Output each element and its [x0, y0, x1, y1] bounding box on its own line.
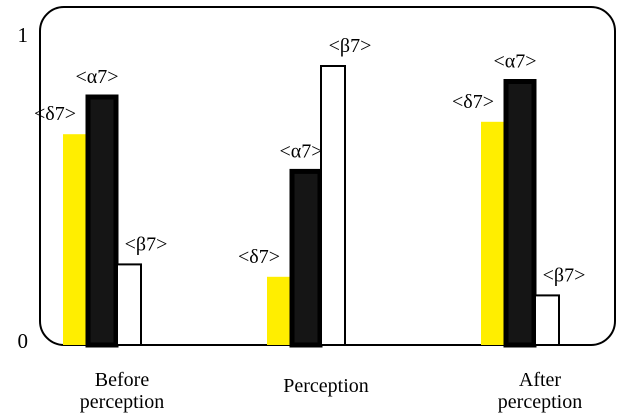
- bars-group: <δ7> <δ7> <δ7> <α7> <α7> <α7> <β7> <β7> <β7>: [34, 35, 586, 348]
- bar-beta7-1: [116, 263, 142, 346]
- bar-label: <β7>: [125, 233, 168, 255]
- bar-label: <α7>: [279, 140, 322, 162]
- bar-label: <δ7>: [452, 91, 494, 113]
- bar-delta7-3: [481, 121, 505, 345]
- y-tick-max: 1: [18, 23, 29, 47]
- category-label-3: After perception: [498, 369, 582, 413]
- bar-beta7-3: [534, 294, 560, 346]
- bar-alpha7-2: [289, 168, 323, 348]
- category-labels: Before perception Perception After perceptio…: [80, 369, 582, 413]
- bar-label: <α7>: [75, 66, 118, 88]
- bar-label: <δ7>: [34, 103, 76, 125]
- bar-delta7-2: [267, 276, 291, 345]
- category-label-1: Before perception: [80, 369, 164, 413]
- bar-beta7-2: [320, 65, 346, 346]
- bar-alpha7-3: [503, 79, 537, 348]
- bar-label: <α7>: [493, 51, 536, 73]
- bar-alpha7-1: [85, 94, 119, 348]
- bar-label: <δ7>: [238, 246, 280, 268]
- bar-label: <β7>: [543, 264, 586, 286]
- category-label-2: Perception: [283, 375, 369, 397]
- bar-delta7-1: [63, 134, 87, 345]
- bar-label: <β7>: [329, 35, 372, 57]
- y-tick-min: 0: [18, 329, 29, 353]
